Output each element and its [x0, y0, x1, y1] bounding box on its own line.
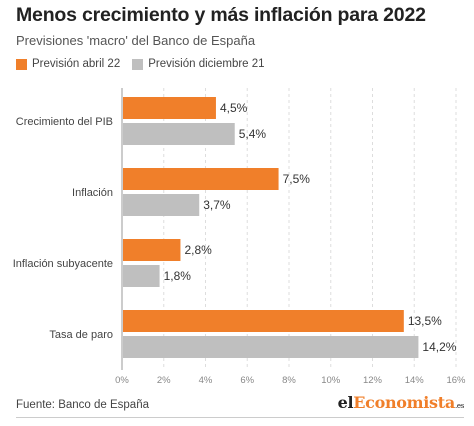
x-tick-label: 8% — [282, 375, 296, 386]
bar — [123, 265, 160, 287]
x-tick-label: 4% — [199, 375, 213, 386]
data-label: 3,7% — [203, 198, 231, 212]
bar — [123, 168, 279, 190]
legend-item-april: Previsión abril 22 — [16, 58, 120, 70]
source-note: Fuente: Banco de España — [16, 399, 149, 411]
category-label: Inflación subyacente — [13, 258, 113, 270]
data-label: 4,5% — [220, 101, 248, 115]
bar — [123, 97, 216, 119]
x-tick-label: 2% — [157, 375, 171, 386]
x-tick-label: 10% — [321, 375, 341, 386]
eleconomista-logo: elEconomista.es — [337, 393, 465, 412]
bar — [123, 336, 419, 358]
legend-swatch-december — [132, 58, 144, 70]
data-label: 2,8% — [184, 243, 212, 257]
chart-title: Menos crecimiento y más inflación para 2… — [16, 4, 426, 26]
data-label: 7,5% — [283, 172, 311, 186]
bar — [123, 239, 181, 261]
footer-divider — [16, 417, 464, 418]
category-label: Inflación — [72, 187, 113, 199]
data-label: 14,2% — [422, 340, 456, 354]
legend-swatch-april — [16, 58, 27, 70]
bar — [123, 123, 235, 145]
legend-item-december: Previsión diciembre 21 — [132, 58, 265, 70]
data-label: 13,5% — [408, 314, 442, 328]
bar — [123, 194, 200, 216]
x-tick-label: 6% — [240, 375, 254, 386]
legend-label-december: Previsión diciembre 21 — [148, 58, 265, 70]
chart-legend: Previsión abril 22 Previsión diciembre 2… — [16, 58, 277, 70]
category-label: Crecimiento del PIB — [16, 116, 113, 128]
x-tick-label: 12% — [363, 375, 383, 386]
x-tick-label: 14% — [405, 375, 425, 386]
legend-label-april: Previsión abril 22 — [32, 58, 121, 70]
category-label: Tasa de paro — [49, 329, 113, 341]
data-label: 1,8% — [164, 269, 192, 283]
chart-subtitle: Previsiones 'macro' del Banco de España — [16, 33, 256, 48]
x-tick-label: 0% — [115, 375, 129, 386]
bar — [123, 310, 404, 332]
data-label: 5,4% — [239, 127, 267, 141]
x-tick-label: 16% — [446, 375, 466, 386]
